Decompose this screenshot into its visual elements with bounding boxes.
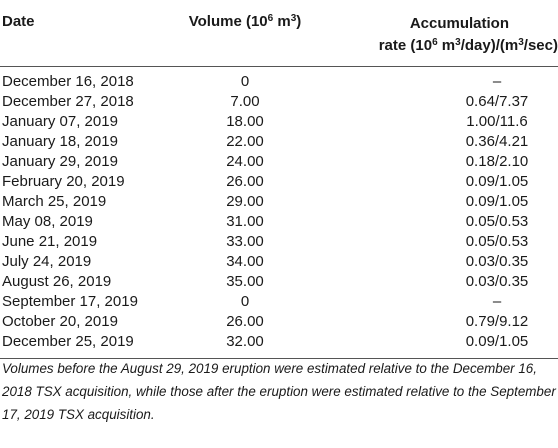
header-date: Date [2, 13, 35, 30]
table-header: Date Volume (106 m3) Accumulation rate (… [0, 0, 558, 66]
cell-date: August 26, 2019 [2, 273, 112, 290]
cell-date: January 18, 2019 [2, 133, 118, 150]
table-footnote: Volumes before the August 29, 2019 erupt… [2, 361, 556, 422]
cell-rate: 0.09/1.05 [340, 193, 558, 210]
cell-volume: 34.00 [226, 253, 264, 270]
header-rate-suffix: /sec) [523, 37, 558, 54]
cell-date: December 16, 2018 [2, 73, 134, 90]
table-row: March 25, 2019 29.00 0.09/1.05 [0, 192, 558, 212]
table-row: October 20, 2019 26.00 0.79/9.12 [0, 312, 558, 332]
cell-date: June 21, 2019 [2, 233, 98, 250]
cell-rate: 0.05/0.53 [340, 213, 558, 230]
table-row: December 16, 2018 0 – [0, 72, 558, 92]
cell-rate-value: 0.09/1.05 [465, 173, 529, 190]
header-volume-prefix: Volume (10 [188, 13, 268, 30]
header-volume-mid: m [273, 13, 291, 30]
cell-rate-value: 0.03/0.35 [465, 253, 529, 270]
cell-rate: 0.09/1.05 [340, 173, 558, 190]
header-rate-sup3: 3 [518, 37, 524, 48]
header-volume-sup: 6 [267, 13, 274, 24]
header-volume: Volume (106 m3) [172, 13, 318, 30]
cell-date: May 08, 2019 [2, 213, 93, 230]
cell-volume: 0 [240, 293, 250, 310]
table-row: May 08, 2019 31.00 0.05/0.53 [0, 212, 558, 232]
cell-date: September 17, 2019 [2, 293, 138, 310]
header-divider [0, 66, 558, 67]
cell-volume: 24.00 [226, 153, 264, 170]
cell-volume: 0 [240, 73, 250, 90]
cell-date: January 07, 2019 [2, 113, 118, 130]
header-rate-line1: Accumulation [409, 15, 509, 32]
header-rate-mid2: /day)/(m [460, 37, 519, 54]
cell-rate-value: 0.79/9.12 [465, 313, 529, 330]
header-rate: Accumulation rate (106 m3/day)/(m3/sec) [340, 13, 558, 57]
cell-rate: 0.09/1.05 [340, 333, 558, 350]
header-rate-prefix: rate (10 [378, 37, 433, 54]
cell-volume: 33.00 [226, 233, 264, 250]
cell-date: December 25, 2019 [2, 333, 134, 350]
cell-date: October 20, 2019 [2, 313, 118, 330]
table-row: February 20, 2019 26.00 0.09/1.05 [0, 172, 558, 192]
cell-rate: 0.03/0.35 [340, 273, 558, 290]
cell-volume: 32.00 [226, 333, 264, 350]
cell-date: March 25, 2019 [2, 193, 107, 210]
cell-rate: 0.03/0.35 [340, 253, 558, 270]
cell-rate: 0.18/2.10 [340, 153, 558, 170]
header-rate-mid: m [437, 37, 456, 54]
cell-rate-value: 1.00/11.6 [466, 113, 528, 130]
table-row: January 29, 2019 24.00 0.18/2.10 [0, 152, 558, 172]
cell-date: July 24, 2019 [2, 253, 92, 270]
cell-rate-value: 0.05/0.53 [465, 233, 529, 250]
cell-volume: 18.00 [226, 113, 264, 130]
cell-rate: 0.05/0.53 [340, 233, 558, 250]
table-row: September 17, 2019 0 – [0, 292, 558, 312]
cell-rate: 0.79/9.12 [340, 313, 558, 330]
header-rate-sup: 6 [432, 37, 438, 48]
cell-rate-value: 0.03/0.35 [465, 273, 529, 290]
cell-rate-value: 0.09/1.05 [465, 333, 529, 350]
table-row: December 25, 2019 32.00 0.09/1.05 [0, 332, 558, 352]
cell-rate-value: 0.09/1.05 [465, 193, 529, 210]
cell-volume: 7.00 [230, 93, 260, 110]
cell-volume: 31.00 [226, 213, 264, 230]
cell-rate: 0.64/7.37 [340, 93, 558, 110]
cell-rate: 0.36/4.21 [340, 133, 558, 150]
cell-rate-value: 0.05/0.53 [465, 213, 529, 230]
cell-date: December 27, 2018 [2, 93, 134, 110]
cell-rate-value: 0.18/2.10 [465, 153, 529, 170]
cell-rate-value: – [492, 73, 502, 90]
cell-rate-value: – [492, 293, 502, 310]
cell-rate: – [340, 293, 558, 310]
table-row: January 07, 2019 18.00 1.00/11.6 [0, 112, 558, 132]
table-row: August 26, 2019 35.00 0.03/0.35 [0, 272, 558, 292]
cell-rate: 1.00/11.6 [340, 113, 558, 130]
cell-volume: 26.00 [226, 173, 264, 190]
cell-volume: 22.00 [226, 133, 264, 150]
cell-rate-value: 0.64/7.37 [465, 93, 529, 110]
cell-date: February 20, 2019 [2, 173, 125, 190]
table-row: July 24, 2019 34.00 0.03/0.35 [0, 252, 558, 272]
table-row: June 21, 2019 33.00 0.05/0.53 [0, 232, 558, 252]
header-volume-suffix: ) [296, 13, 302, 30]
header-rate-line2: rate (106 m3/day)/(m3/sec) [340, 35, 558, 57]
header-volume-sup2: 3 [290, 13, 297, 24]
table-row: December 27, 2018 7.00 0.64/7.37 [0, 92, 558, 112]
header-rate-sup2: 3 [455, 37, 461, 48]
data-table: Date Volume (106 m3) Accumulation rate (… [0, 0, 558, 359]
cell-volume: 35.00 [226, 273, 264, 290]
cell-rate-value: 0.36/4.21 [465, 133, 529, 150]
table-row: January 18, 2019 22.00 0.36/4.21 [0, 132, 558, 152]
bottom-divider [0, 358, 558, 359]
cell-volume: 29.00 [226, 193, 264, 210]
cell-volume: 26.00 [226, 313, 264, 330]
table-body: December 16, 2018 0 – December 27, 2018 7.00… [0, 67, 558, 358]
cell-date: January 29, 2019 [2, 153, 118, 170]
cell-rate: – [340, 73, 558, 90]
